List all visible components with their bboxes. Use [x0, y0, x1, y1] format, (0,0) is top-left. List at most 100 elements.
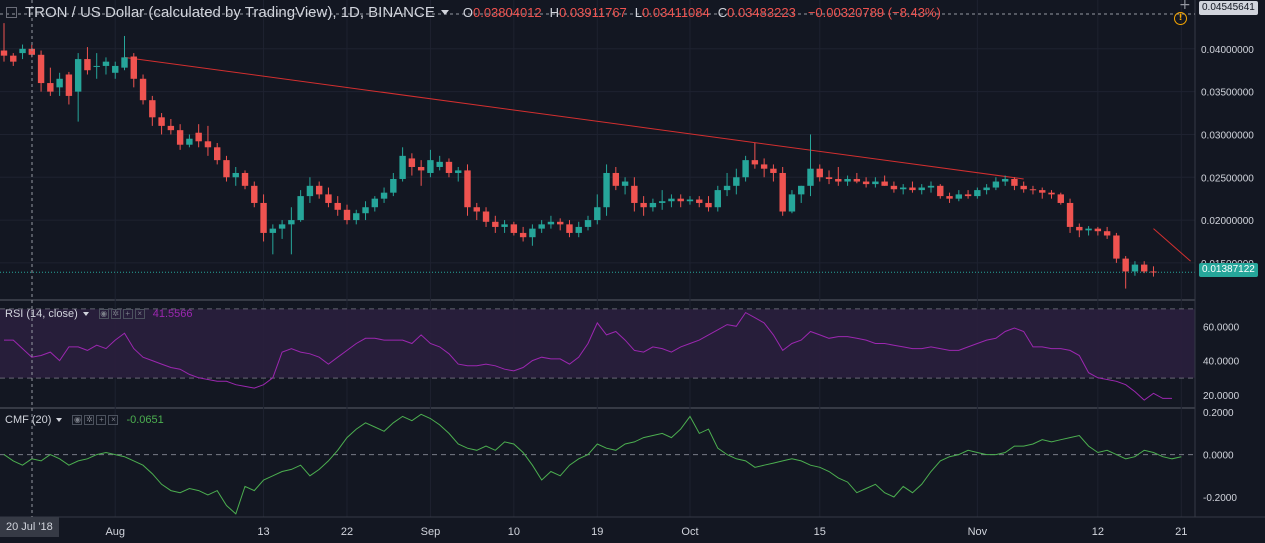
more-icon[interactable]: +: [96, 415, 107, 425]
cmf-legend: CMF (20) ◉ ✲ + × -0.0651: [5, 414, 164, 426]
time-axis: Aug 13 22 Sep 10 19 Oct 15 Nov 12 21: [105, 526, 1187, 538]
candle-body: [1122, 258, 1129, 272]
candle-body: [195, 132, 202, 142]
candle-body: [742, 160, 749, 178]
x-tick-label: Nov: [968, 526, 988, 538]
candle-body: [251, 185, 258, 203]
price-tick-label: 0.02500000: [1201, 173, 1254, 184]
candle-body: [964, 194, 972, 197]
add-plus-icon[interactable]: +: [1179, 0, 1191, 13]
gear-icon[interactable]: ✲: [84, 415, 95, 425]
candle-body: [269, 228, 277, 233]
candle-body: [899, 187, 907, 190]
crosshair-date-tag: 20 Jul '18: [0, 517, 59, 537]
candle-body: [399, 155, 406, 179]
x-tick-label: 12: [1092, 526, 1104, 538]
candle-body: [288, 220, 295, 225]
rsi-label[interactable]: RSI (14, close): [5, 308, 78, 320]
candle-body: [983, 187, 990, 191]
candle-body: [1001, 178, 1009, 182]
candle-body: [455, 170, 462, 173]
candle-body: [362, 207, 369, 214]
candle-body: [334, 202, 341, 210]
candle-body: [408, 158, 416, 167]
candle-body: [881, 181, 888, 186]
eye-icon[interactable]: ◉: [98, 309, 109, 319]
candle-body: [1094, 228, 1102, 232]
symbol-title[interactable]: TRON / US Dollar (calculated by TradingV…: [25, 3, 435, 21]
price-tick-label: 0.04000000: [1201, 45, 1254, 56]
candle-body: [167, 125, 175, 131]
candle-body: [937, 185, 944, 197]
candle-body: [306, 185, 314, 197]
candle-body: [482, 211, 490, 222]
candle-body: [1029, 189, 1037, 191]
candle-body: [139, 78, 147, 101]
candle-body: [65, 74, 73, 96]
candle-body: [380, 192, 388, 199]
trendline-layer: [124, 56, 1191, 262]
candle-body: [473, 207, 480, 212]
x-tick-label: Sep: [421, 526, 441, 538]
candle-body: [927, 185, 935, 188]
candle-body: [130, 56, 137, 79]
candle-body: [315, 185, 323, 195]
candle-body: [890, 185, 898, 190]
candle-body: [946, 196, 953, 199]
x-tick-label: 15: [814, 526, 826, 538]
chevron-down-icon[interactable]: [56, 418, 63, 422]
rsi-panel: [4, 311, 1172, 401]
candle-body: [788, 194, 796, 212]
candle-body: [835, 178, 842, 182]
candle-body: [37, 54, 45, 84]
alert-icon[interactable]: !: [1174, 12, 1187, 25]
x-tick-label: 21: [1175, 526, 1187, 538]
candle-body: [1113, 235, 1120, 259]
ohlc-low: L0.03411084: [634, 4, 710, 20]
pane-toggle-icon[interactable]: [6, 6, 17, 18]
candle-body: [464, 170, 471, 208]
candle-body: [547, 221, 555, 225]
cmf-panel: [3, 413, 1182, 515]
chevron-down-icon[interactable]: [440, 9, 449, 15]
candle-body: [260, 202, 267, 233]
cmf-line: [3, 413, 1182, 515]
candle-body: [640, 202, 647, 208]
rsi-legend: RSI (14, close) ◉ ✲ + × 41.5566: [5, 308, 193, 320]
candle-body: [538, 224, 545, 229]
candle-body: [816, 168, 823, 178]
candle-body: [705, 202, 712, 208]
cmf-label[interactable]: CMF (20): [5, 414, 52, 426]
ohlc-close: C0.03483223: [717, 4, 796, 20]
x-tick-label: Oct: [681, 526, 698, 538]
candle-body: [501, 224, 508, 227]
candle-body: [158, 117, 165, 126]
close-icon[interactable]: ×: [134, 309, 145, 319]
candle-body: [1057, 194, 1064, 203]
candle-body: [510, 224, 518, 233]
candle-body: [102, 61, 110, 66]
candle-body: [427, 160, 434, 173]
ohlc-high: H0.03911767: [549, 4, 627, 20]
candle-body: [492, 221, 499, 227]
more-icon[interactable]: +: [122, 309, 133, 319]
candle-body: [872, 181, 879, 185]
candle-body: [798, 185, 805, 195]
candle-body: [723, 185, 731, 191]
close-icon[interactable]: ×: [108, 415, 119, 425]
candle-body: [566, 224, 573, 233]
eye-icon[interactable]: ◉: [72, 415, 83, 425]
gear-icon[interactable]: ✲: [110, 309, 121, 319]
trendline: [1153, 228, 1191, 262]
candle-body: [353, 213, 360, 221]
chevron-down-icon[interactable]: [82, 312, 89, 316]
candle-body: [93, 65, 100, 67]
candle-body: [371, 198, 378, 208]
candle-body: [1103, 231, 1111, 236]
candle-body: [529, 228, 536, 238]
candle-body: [909, 187, 916, 191]
candle-body: [658, 201, 666, 203]
candle-body: [56, 78, 63, 88]
